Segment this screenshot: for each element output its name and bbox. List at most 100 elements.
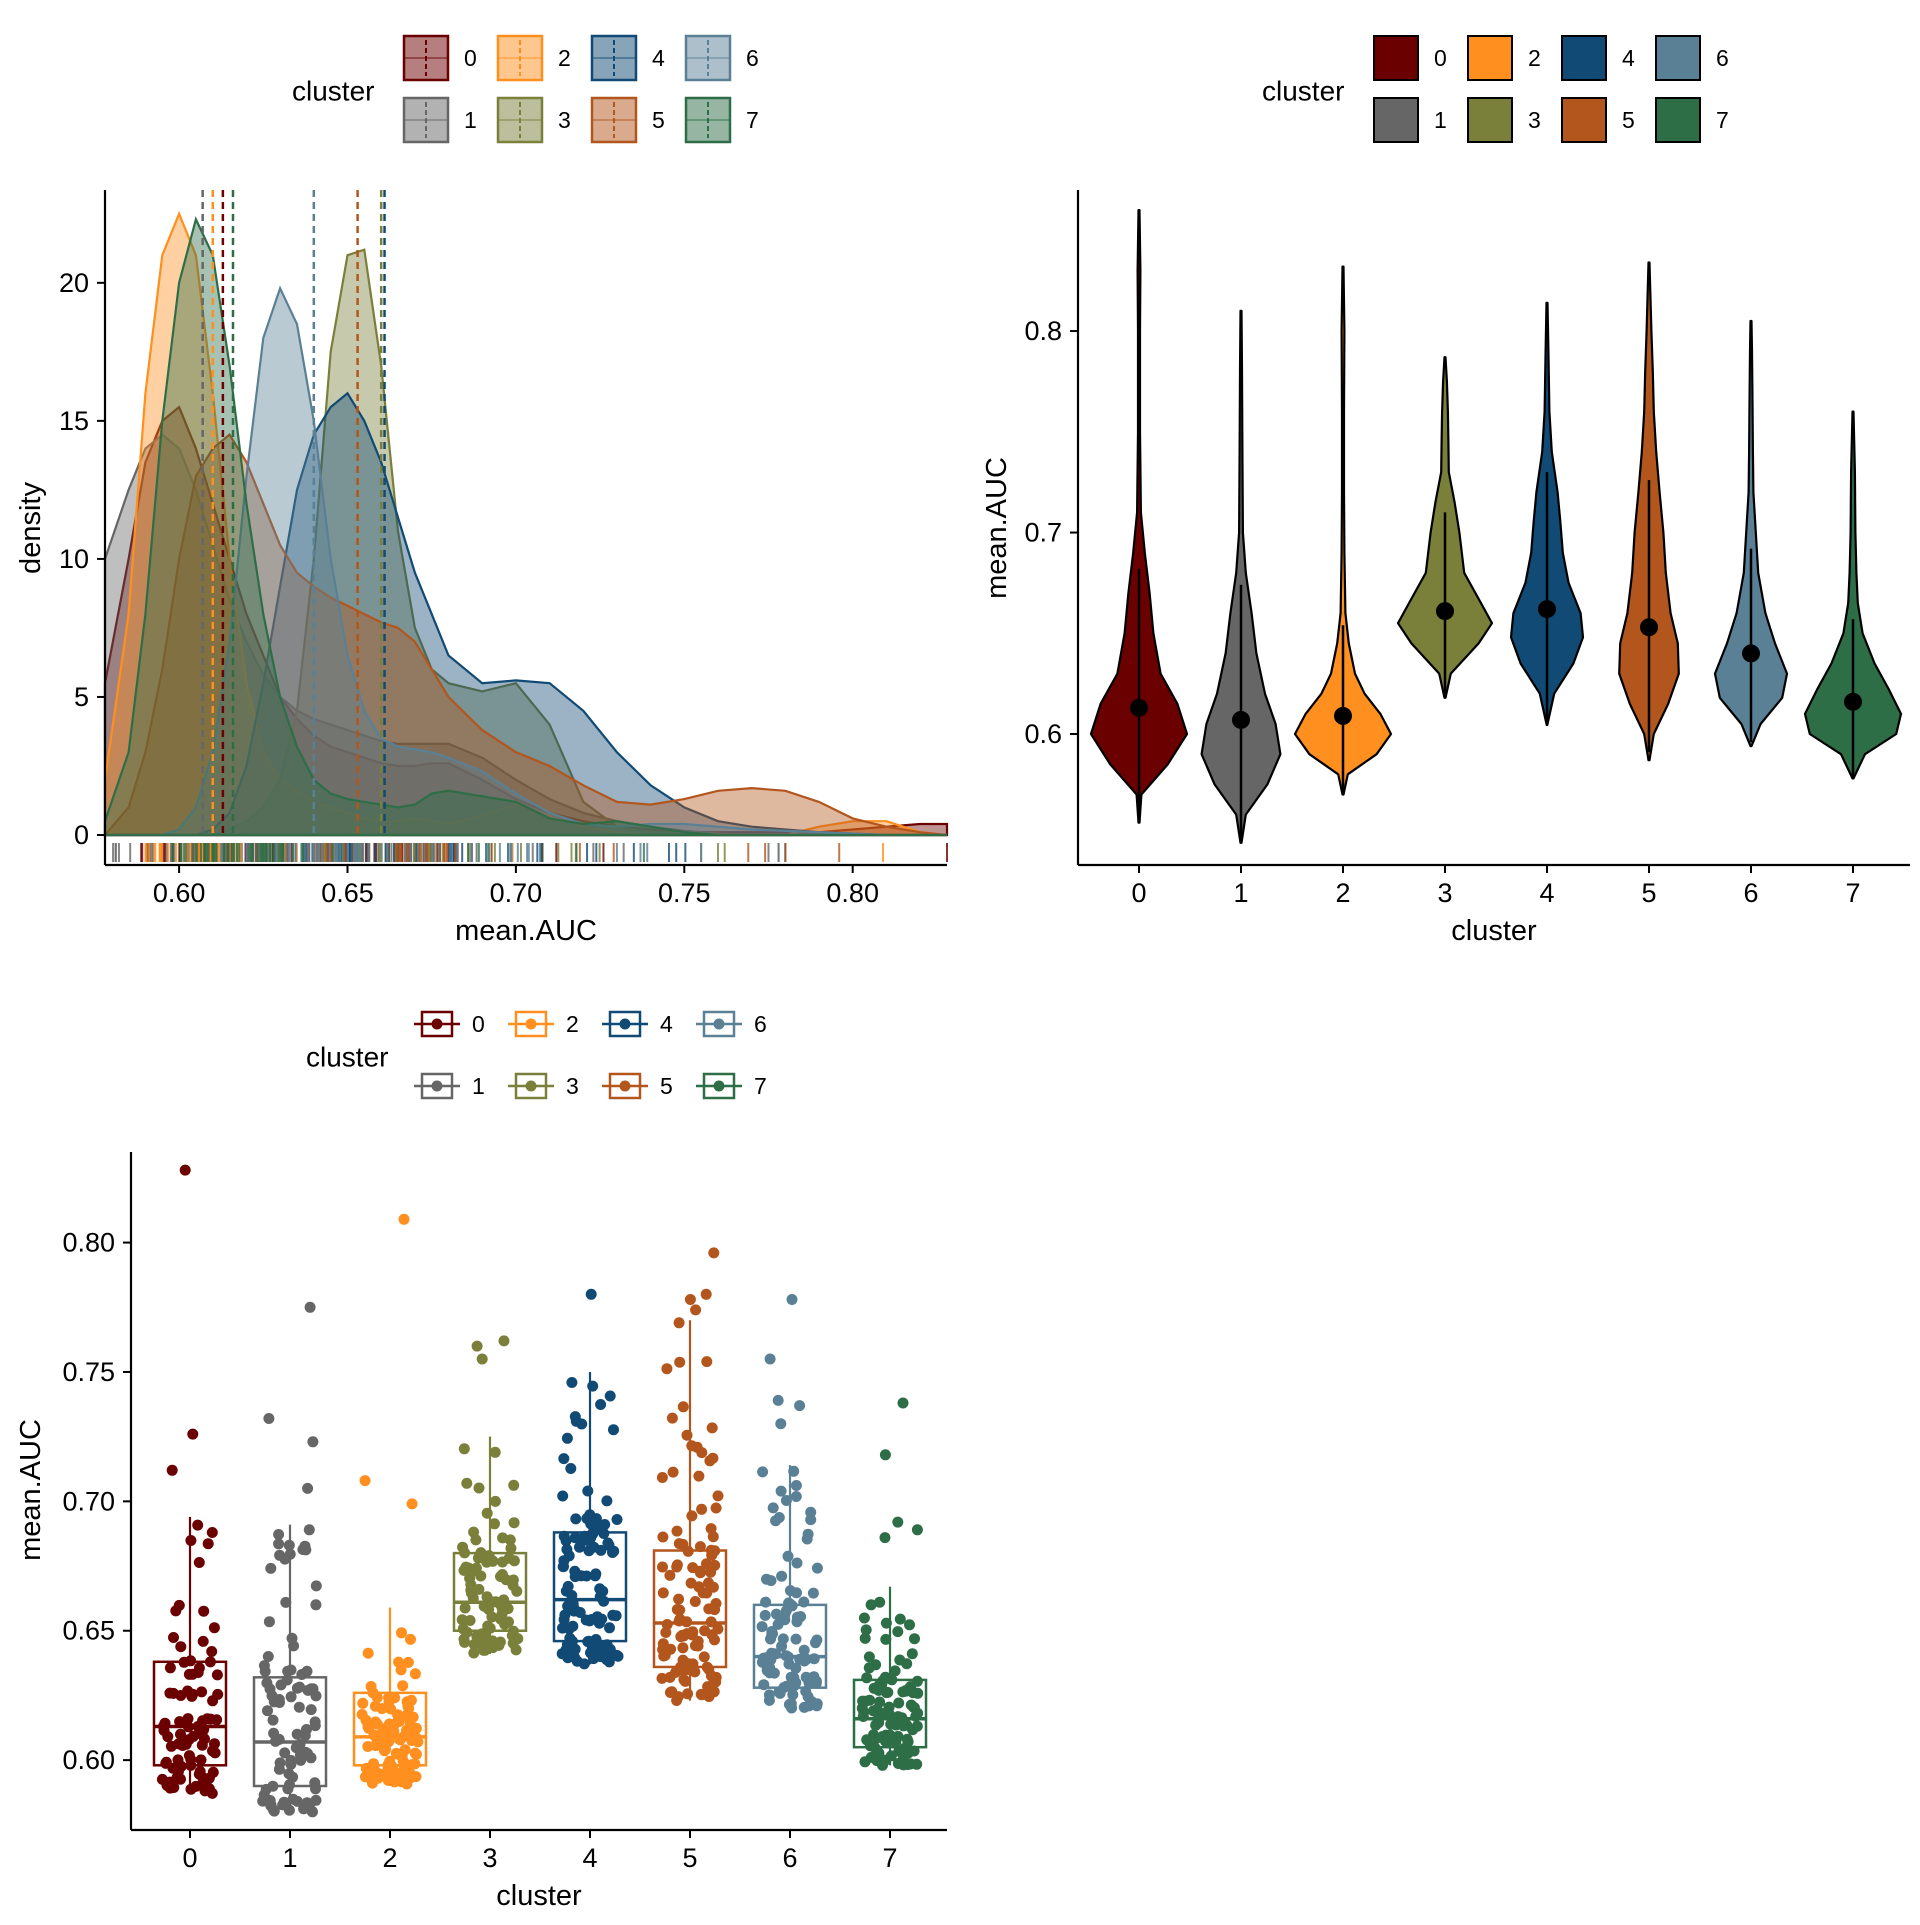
legend-key-2: 2 — [508, 1010, 579, 1038]
violin-cluster-6 — [1713, 319, 1789, 748]
y-tick-label: 0 — [74, 820, 89, 850]
jitter-point — [708, 1673, 720, 1685]
jitter-point — [274, 1549, 286, 1561]
jitter-point — [261, 1677, 273, 1689]
y-axis-title: mean.AUC — [981, 457, 1013, 599]
jitter-point — [562, 1580, 574, 1592]
outlier-point — [892, 1516, 904, 1528]
jitter-point — [168, 1632, 179, 1643]
legend-title: cluster — [306, 1042, 388, 1073]
legend-label: 4 — [652, 45, 665, 71]
legend-key-3: 3 — [508, 1072, 579, 1100]
jitter-point — [681, 1429, 693, 1441]
jitter-point — [904, 1619, 915, 1631]
jitter-points — [156, 1164, 224, 1799]
jitter-point — [376, 1703, 388, 1715]
legend-key-5: 5 — [1561, 97, 1635, 143]
jitter-point — [267, 1780, 279, 1792]
jitter-point — [811, 1698, 823, 1710]
jitter-point — [657, 1587, 669, 1599]
jitter-point — [770, 1648, 781, 1660]
jitter-point — [587, 1527, 599, 1539]
x-tick-label: 0 — [182, 1843, 197, 1873]
jitter-point — [360, 1762, 372, 1774]
jitter-points — [456, 1335, 524, 1659]
jitter-point — [402, 1656, 414, 1668]
legend-key-5: 5 — [590, 96, 665, 144]
jitter-point — [687, 1658, 699, 1670]
legend-point — [431, 1080, 443, 1092]
jitter-point — [782, 1550, 794, 1562]
jitter-point — [263, 1616, 275, 1628]
outlier-point — [772, 1394, 784, 1406]
jitter-point — [567, 1598, 579, 1610]
legend-swatch — [1373, 35, 1419, 81]
jitter-point — [775, 1485, 787, 1497]
jitter-point — [667, 1466, 679, 1478]
jitter-point — [298, 1803, 310, 1815]
legend-key-4: 4 — [1561, 35, 1635, 81]
outlier-point — [708, 1247, 720, 1259]
jitter-point — [284, 1548, 296, 1560]
jitter-point — [907, 1687, 919, 1699]
jitter-point — [657, 1638, 669, 1650]
jitter-point — [693, 1470, 705, 1482]
jitter-point — [871, 1703, 883, 1715]
jitter-point — [390, 1747, 402, 1759]
box-cluster-5 — [652, 1247, 728, 1706]
jitter-point — [301, 1665, 313, 1677]
box-cluster-2 — [352, 1213, 428, 1790]
jitter-point — [709, 1634, 720, 1646]
outlier-point — [307, 1436, 319, 1448]
jitter-point — [696, 1503, 708, 1515]
jitter-point — [911, 1720, 923, 1732]
jitter-point — [807, 1587, 819, 1599]
jitter-point — [300, 1544, 312, 1556]
jitter-point — [273, 1538, 285, 1550]
jitter-point — [285, 1758, 297, 1770]
jitter-point — [569, 1532, 581, 1544]
jitter-point — [589, 1570, 601, 1582]
jitter-point — [608, 1545, 620, 1557]
jitter-point — [487, 1555, 499, 1567]
legend-label: 0 — [1434, 45, 1447, 71]
jitter-point — [405, 1633, 416, 1645]
density-area-cluster-6 — [105, 285, 947, 837]
jitter-point — [208, 1622, 220, 1634]
jitter-point — [265, 1562, 277, 1574]
x-tick-label: 6 — [782, 1843, 797, 1873]
outlier-point — [690, 1304, 702, 1316]
legend-label: 2 — [566, 1011, 579, 1037]
legend-label: 0 — [472, 1011, 485, 1037]
jitter-point — [677, 1401, 689, 1413]
jitter-point — [682, 1688, 694, 1700]
jitter-point — [578, 1658, 590, 1670]
jitter-point — [664, 1671, 676, 1683]
jitter-point — [576, 1418, 588, 1430]
legend-box: cluster 0 1 2 3 4 5 6 7 — [306, 1010, 767, 1100]
x-tick-label: 5 — [1641, 878, 1656, 908]
box-panel: 0.60 0.65 0.70 0.75 0.80 0 1 2 3 4 5 6 7 cluster mean.… — [15, 1152, 947, 1912]
jitter-point — [194, 1766, 206, 1777]
jitter-point — [701, 1356, 713, 1368]
jitter-point — [770, 1608, 782, 1620]
x-tick-label: 7 — [1845, 878, 1860, 908]
jitter-point — [689, 1640, 701, 1652]
jitter-point — [586, 1642, 598, 1654]
jitter-point — [209, 1747, 221, 1759]
legend-key-3: 3 — [1467, 97, 1541, 143]
jitter-point — [174, 1716, 186, 1728]
x-tick-label: 1 — [1233, 878, 1248, 908]
violin-median-point — [1538, 600, 1556, 619]
violin-cluster-1 — [1200, 309, 1282, 844]
violin-median-point — [1334, 706, 1352, 725]
jitter-point — [393, 1733, 405, 1745]
jitter-point — [666, 1412, 678, 1424]
jitter-point — [892, 1758, 904, 1769]
jitter-point — [489, 1446, 501, 1458]
y-tick-label: 0.65 — [62, 1616, 115, 1646]
outlier-point — [498, 1335, 510, 1347]
x-axis-title: cluster — [1451, 915, 1537, 947]
violin-median-point — [1742, 644, 1760, 663]
legend-title: cluster — [292, 76, 374, 107]
